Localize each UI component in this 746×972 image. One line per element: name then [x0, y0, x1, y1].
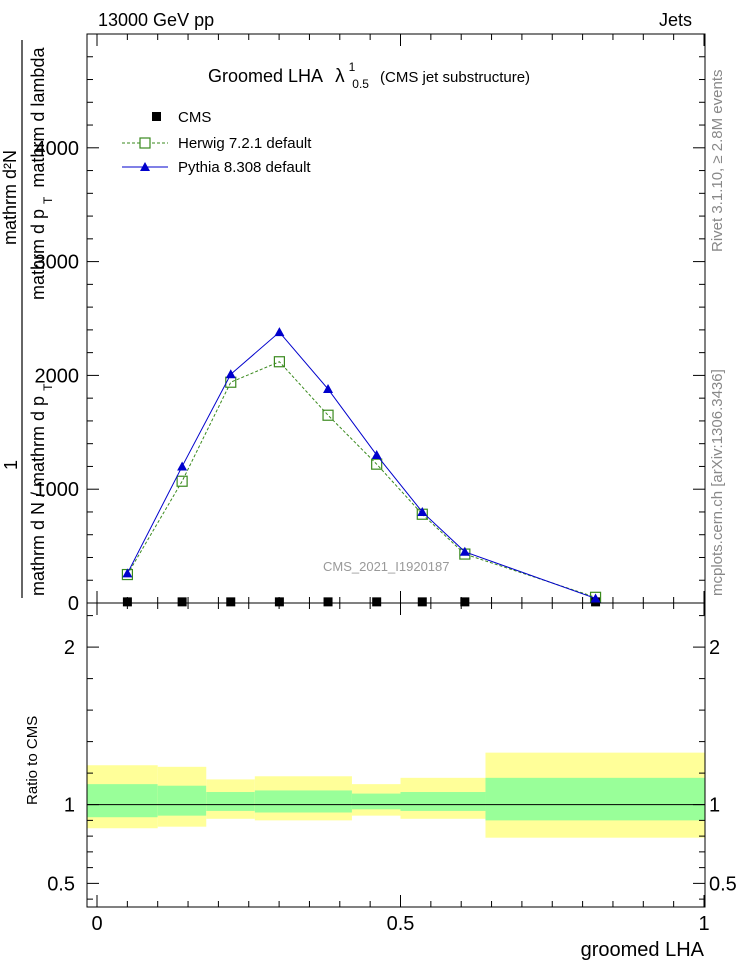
legend-label-herwig: Herwig 7.2.1 default — [178, 135, 312, 152]
cms-data-point — [177, 597, 187, 607]
ratio-y-tick-label: 1 — [64, 795, 75, 817]
main-ylabel-denominator-sub: T — [41, 383, 55, 391]
ratio-xlabel: groomed LHA — [581, 939, 705, 961]
main-ylabel-denominator-text: mathrm d N / mathrm d p — [28, 396, 48, 596]
x-tick-label: 1 — [698, 913, 709, 935]
main-ylabel-numerator: 1 — [1, 460, 21, 470]
herwig-data-point — [176, 475, 188, 487]
x-tick-label: 0 — [91, 913, 102, 935]
pythia-data-point — [122, 568, 133, 578]
cms-data-point — [460, 597, 470, 607]
pythia-data-point — [590, 593, 601, 603]
pythia-data-point — [225, 369, 236, 379]
y-tick-label: 1000 — [35, 479, 80, 501]
main-ylabel-upper-sub: T — [41, 196, 55, 204]
ratio-band-inner — [351, 793, 401, 810]
pythia-data-point — [417, 506, 428, 516]
main-ylabel-denominator: mathrm d N / mathrm d p T — [28, 383, 55, 596]
x-tick-label: 0.5 — [387, 913, 415, 935]
y-tick-label: 3000 — [35, 252, 80, 274]
main-ylabel-top: mathrm d²N — [0, 150, 20, 245]
main-ylabel: 1 mathrm d²N mathrm d p T mathrm d lambd… — [0, 40, 56, 598]
y-tick-label: 0 — [68, 593, 79, 615]
main-ylabel-upper-text: mathrm d p — [28, 209, 48, 300]
plot-title-superscript: 1 — [349, 60, 356, 74]
plot-title: Groomed LHA λ 1 0.5 (CMS jet substructur… — [208, 55, 530, 92]
ratio-band-inner — [87, 784, 158, 818]
ratio-y-tick-label-right: 2 — [709, 637, 720, 659]
herwig-data-point — [225, 376, 237, 388]
header-left: 13000 GeV pp — [98, 10, 214, 30]
pythia-data-point — [177, 461, 188, 471]
rivet-label: Rivet 3.1.10, ≥ 2.8M events — [709, 70, 726, 253]
legend-label-cms: CMS — [178, 109, 211, 126]
ratio-plot-frame — [86, 602, 706, 908]
ratio-bands — [87, 752, 705, 838]
plot-title-subscript: 0.5 — [352, 77, 369, 91]
ratio-y-tick-label: 0.5 — [47, 873, 75, 895]
ratio-band-inner — [157, 785, 207, 816]
main-ylabel-top-numerator: mathrm d²N — [0, 150, 20, 245]
ratio-band-inner — [400, 792, 486, 811]
analysis-watermark: CMS_2021_I1920187 — [323, 559, 450, 574]
main-y-ticks: 0 1000 2000 3000 4000 — [35, 33, 705, 615]
herwig-data-point — [371, 458, 383, 470]
y-tick-label: 4000 — [35, 138, 80, 160]
ratio-band-inner — [485, 777, 705, 821]
plot-title-main: Groomed LHA — [208, 66, 323, 86]
legend-label-pythia: Pythia 8.308 default — [178, 159, 311, 176]
cms-data-point — [323, 597, 333, 607]
pythia-data-point — [323, 384, 334, 394]
ratio-x-ticks: 0 0.5 1 — [91, 34, 710, 935]
ratio-y-tick-label: 2 — [64, 637, 75, 659]
ratio-y-tick-label-right: 1 — [709, 795, 720, 817]
legend-marker-herwig — [139, 137, 151, 149]
ratio-y-ticks: 0.5 0.5 1 1 2 2 — [47, 615, 737, 900]
ratio-plot: 0.5 0.51 12 2 0 0.5 1 Ratio to CMS groomed LH… — [24, 34, 737, 961]
legend-marker-cms — [152, 112, 161, 121]
plot-title-symbol: λ — [335, 66, 345, 87]
main-plot: 0 1000 2000 3000 4000 Groomed LHA λ 1 0.5 (C… — [0, 33, 706, 615]
header-right: Jets — [659, 10, 692, 30]
mcplots-label: mcplots.cern.ch [arXiv:1306.3436] — [709, 369, 726, 596]
cms-data-point — [417, 597, 427, 607]
ratio-band-inner — [254, 790, 352, 813]
y-tick-label: 2000 — [35, 365, 80, 387]
pythia-data-point — [274, 327, 285, 337]
ratio-y-tick-label-right: 0.5 — [709, 873, 737, 895]
main-ylabel-upper-rest: mathrm d lambda — [28, 47, 48, 188]
legend-marker-pythia — [140, 162, 150, 171]
legend: CMS Herwig 7.2.1 default Pythia 8.308 de… — [122, 109, 312, 176]
pythia-data-point — [371, 450, 382, 460]
ratio-band-inner — [206, 792, 255, 811]
herwig-data-point — [322, 409, 334, 421]
pythia-data-point — [459, 546, 470, 556]
cms-data-point — [226, 597, 236, 607]
main-ylabel-upper: mathrm d p T mathrm d lambda — [28, 47, 56, 300]
cms-data-point — [372, 597, 382, 607]
ratio-ylabel: Ratio to CMS — [24, 716, 41, 805]
plot-title-suffix: (CMS jet substructure) — [380, 69, 530, 86]
herwig-data-point — [273, 356, 285, 368]
